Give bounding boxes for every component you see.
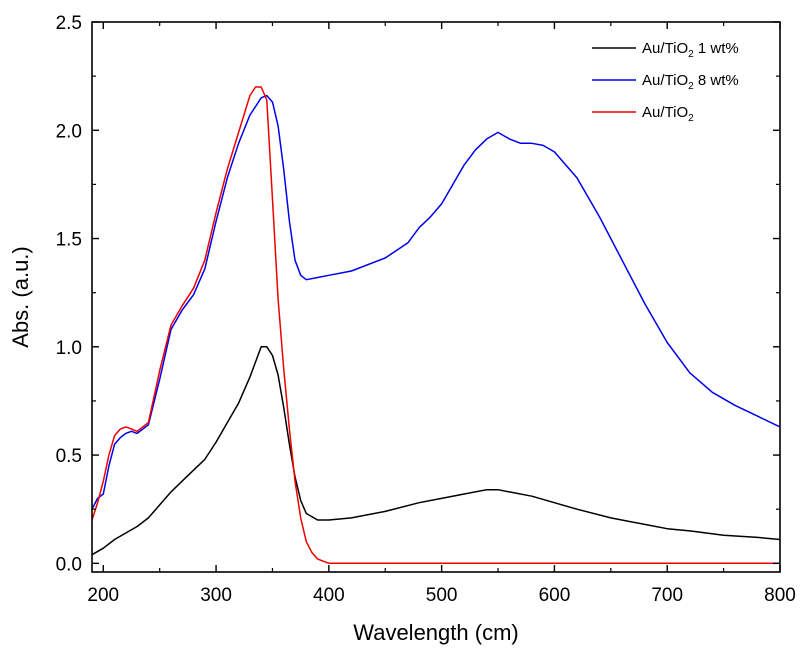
y-tick-label: 0.5 <box>56 446 82 467</box>
legend-label-main: Au/TiO <box>642 104 688 121</box>
y-tick-label: 1.0 <box>56 338 82 359</box>
x-tick-label: 800 <box>764 585 796 606</box>
series-line-0 <box>91 346 781 556</box>
legend-label-main: Au/TiO <box>642 40 688 57</box>
y-tick-label: 1.5 <box>56 230 82 251</box>
legend-label-main: Au/TiO <box>642 72 688 89</box>
y-tick-label: 2.0 <box>56 121 82 142</box>
legend-label-suffix: 8 wt% <box>694 72 739 89</box>
y-tick-label: 0.0 <box>56 554 82 575</box>
plot-frame <box>91 21 781 573</box>
y-tick-label: 2.5 <box>56 13 82 34</box>
legend-label-subscript: 2 <box>688 113 694 124</box>
x-axis-title: Wavelength (cm) <box>353 620 518 645</box>
x-tick-label: 500 <box>426 585 458 606</box>
ticks-layer: 200 300 400 500 600 700 800 0.0 0.5 1.0 1.5 2.0 2.5 <box>56 13 796 606</box>
x-tick-label: 200 <box>87 585 119 606</box>
legend-label-suffix: 1 wt% <box>694 40 739 57</box>
x-tick-label: 300 <box>200 585 232 606</box>
series-line-2 <box>91 86 780 565</box>
legend-label-0: Au/TiO2 1 wt% <box>642 40 739 60</box>
x-tick-label: 400 <box>313 585 345 606</box>
x-tick-label: 600 <box>539 585 571 606</box>
legend: Au/TiO2 1 wt%Au/TiO2 8 wt%Au/TiO2 <box>592 40 739 124</box>
y-axis-title: Abs. (a.u.) <box>8 246 33 347</box>
legend-label-subscript: 2 <box>688 49 694 60</box>
legend-label-subscript: 2 <box>688 81 694 92</box>
x-tick-label: 700 <box>651 585 683 606</box>
series-layer <box>91 86 781 565</box>
series-line-1 <box>91 94 781 510</box>
legend-label-1: Au/TiO2 8 wt% <box>642 72 739 92</box>
legend-label-2: Au/TiO2 <box>642 104 694 124</box>
